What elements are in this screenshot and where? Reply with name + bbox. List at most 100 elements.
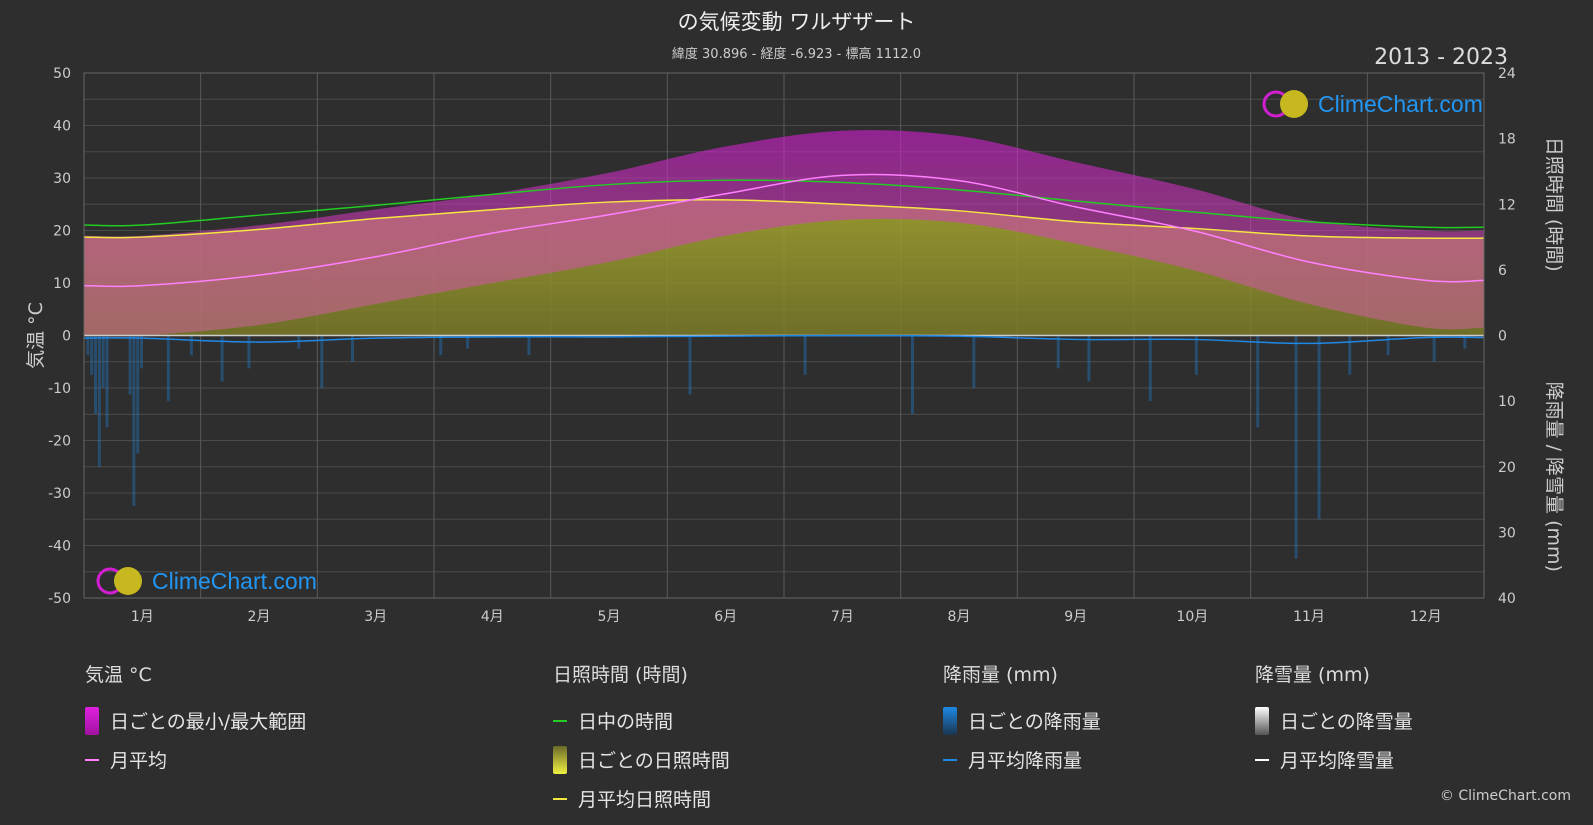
rain-daily-bar bbox=[166, 335, 170, 402]
legend-label: 日中の時間 bbox=[578, 711, 674, 733]
rain-daily-bar bbox=[1386, 335, 1390, 356]
y-tick-label-right-sun: 12 bbox=[1498, 197, 1516, 213]
rain-daily-bar bbox=[220, 335, 224, 382]
legend-sunshine: 日照時間 (時間) 日中の時間 日ごとの日照時間 月平均日照時間 bbox=[553, 660, 730, 818]
temp-range-swatch bbox=[85, 706, 99, 735]
legend-snow: 降雪量 (mm) 日ごとの降雪量 月平均降雪量 bbox=[1255, 660, 1413, 779]
x-tick-label: 5月 bbox=[598, 609, 621, 625]
legend-item-rain-daily: 日ごとの降雨量 bbox=[943, 701, 1101, 740]
rain-daily-bar bbox=[1087, 335, 1091, 382]
rain-daily-bar bbox=[1317, 335, 1321, 520]
legend-label: 月平均降雪量 bbox=[1280, 750, 1395, 772]
logo-text: ClimeChart.com bbox=[152, 567, 317, 594]
snow-daily-swatch bbox=[1255, 706, 1269, 735]
legend-item-daylight: 日中の時間 bbox=[553, 701, 730, 740]
legend-item-sunshine-daily: 日ごとの日照時間 bbox=[553, 740, 730, 779]
sunshine-avg-swatch bbox=[553, 797, 567, 800]
legend-rain: 降雨量 (mm) 日ごとの降雨量 月平均降雨量 bbox=[943, 660, 1101, 779]
rain-daily-bar bbox=[94, 335, 98, 415]
rain-daily-bar bbox=[439, 335, 443, 356]
rain-daily-bar bbox=[101, 335, 105, 388]
rain-daily-bar bbox=[86, 335, 90, 356]
y-tick-label-left: 10 bbox=[53, 276, 71, 292]
x-tick-label: 4月 bbox=[481, 609, 504, 625]
y-tick-label-right-rain: 40 bbox=[1498, 591, 1516, 607]
legend-item-snow-daily: 日ごとの降雪量 bbox=[1255, 701, 1413, 740]
logo-text: ClimeChart.com bbox=[1318, 90, 1483, 117]
y-tick-label-right-sun: 24 bbox=[1498, 66, 1516, 82]
rain-daily-bar bbox=[297, 335, 301, 349]
logo-bottom-left[interactable]: ClimeChart.com bbox=[96, 565, 317, 597]
y-tick-label-right-sun: 18 bbox=[1498, 132, 1516, 148]
y-tick-label-left: -10 bbox=[48, 381, 71, 397]
legend-item-temp-avg: 月平均 bbox=[85, 740, 306, 779]
y-axis-title-right-sun: 日照時間 (時間) bbox=[1543, 137, 1565, 272]
rain-daily-bar bbox=[1056, 335, 1060, 369]
rain-daily-bar bbox=[972, 335, 976, 388]
sunshine-daily-swatch bbox=[553, 745, 567, 774]
x-tick-label: 1月 bbox=[131, 609, 154, 625]
rain-daily-bar bbox=[688, 335, 692, 395]
temp-avg-swatch bbox=[85, 758, 99, 761]
x-tick-label: 3月 bbox=[364, 609, 387, 625]
legend-label: 日ごとの降雪量 bbox=[1280, 711, 1413, 733]
temp-avg-line bbox=[83, 173, 1485, 288]
legend-item-rain-avg: 月平均降雨量 bbox=[943, 740, 1101, 779]
legend-label: 日ごとの降雨量 bbox=[968, 711, 1101, 733]
logo-top-right[interactable]: ClimeChart.com bbox=[1262, 88, 1483, 120]
rain-daily-bar bbox=[1348, 335, 1352, 375]
rain-daily-bar bbox=[128, 335, 132, 395]
legend-item-sunshine-avg: 月平均日照時間 bbox=[553, 779, 730, 818]
x-tick-label: 10月 bbox=[1176, 609, 1208, 625]
x-tick-label: 9月 bbox=[1064, 609, 1087, 625]
rain-daily-bar bbox=[466, 335, 470, 349]
y-tick-label-left: 40 bbox=[53, 119, 71, 135]
y-tick-label-left: 0 bbox=[62, 329, 71, 345]
rain-daily-bar bbox=[1148, 335, 1152, 402]
rain-daily-bar bbox=[90, 335, 94, 375]
rain-avg-swatch bbox=[943, 758, 957, 761]
rain-daily-bar bbox=[140, 335, 144, 369]
x-tick-label: 8月 bbox=[948, 609, 971, 625]
legend-title-sunshine: 日照時間 (時間) bbox=[553, 664, 688, 686]
rain-daily-bar bbox=[1294, 335, 1298, 559]
snow-avg-swatch bbox=[1255, 758, 1269, 761]
legend-title-temperature: 気温 °C bbox=[85, 664, 152, 686]
sunshine-avg-line bbox=[83, 199, 1485, 240]
x-tick-label: 12月 bbox=[1410, 609, 1442, 625]
x-tick-label: 6月 bbox=[714, 609, 737, 625]
rain-daily-bar bbox=[247, 335, 251, 369]
y-tick-label-left: 30 bbox=[53, 171, 71, 187]
chart-subtitle: 緯度 30.896 - 経度 -6.923 - 標高 1112.0 bbox=[671, 47, 922, 62]
legend-temperature: 気温 °C 日ごとの最小/最大範囲 月平均 bbox=[85, 660, 306, 779]
y-tick-label-left: 50 bbox=[53, 66, 71, 82]
y-tick-label-left: -40 bbox=[48, 539, 71, 555]
rain-daily-bar bbox=[320, 335, 324, 388]
y-axis-title-right-rain: 降雨量 / 降雪量 (mm) bbox=[1543, 382, 1565, 572]
rain-daily-bar bbox=[1463, 335, 1467, 349]
legend-title-snow: 降雪量 (mm) bbox=[1255, 664, 1370, 686]
legend-label: 月平均日照時間 bbox=[578, 789, 712, 811]
y-tick-label-left: -50 bbox=[48, 591, 71, 607]
x-tick-label: 11月 bbox=[1293, 609, 1325, 625]
y-tick-label-left: -30 bbox=[48, 486, 71, 502]
x-tick-label: 2月 bbox=[248, 609, 271, 625]
y-tick-label-right-sun: 0 bbox=[1498, 329, 1507, 345]
rain-avg-line bbox=[83, 334, 1485, 345]
temp-range-band bbox=[84, 130, 1484, 337]
y-tick-label-right-rain: 30 bbox=[1498, 525, 1516, 541]
rain-daily-bar bbox=[132, 335, 136, 507]
y-tick-label-left: -20 bbox=[48, 434, 71, 450]
climate-chart: 50 40 30 20 10 0 -10 -20 -30 -40 -50 24 18 12 6 0 10 20 30… bbox=[25, 66, 1565, 625]
legend-item-snow-avg: 月平均降雪量 bbox=[1255, 740, 1413, 779]
rain-daily-bar bbox=[189, 335, 193, 356]
rain-daily-bar bbox=[97, 335, 101, 467]
y-tick-label-right-rain: 10 bbox=[1498, 394, 1516, 410]
y-tick-label-right-rain: 20 bbox=[1498, 460, 1516, 476]
plot-border bbox=[83, 72, 1485, 599]
daylight-line bbox=[83, 179, 1485, 229]
legend-label: 日ごとの最小/最大範囲 bbox=[110, 711, 307, 733]
climechart-logo-icon bbox=[96, 567, 142, 595]
legend-label: 月平均降雨量 bbox=[968, 750, 1083, 772]
rain-daily-bar bbox=[1194, 335, 1198, 375]
